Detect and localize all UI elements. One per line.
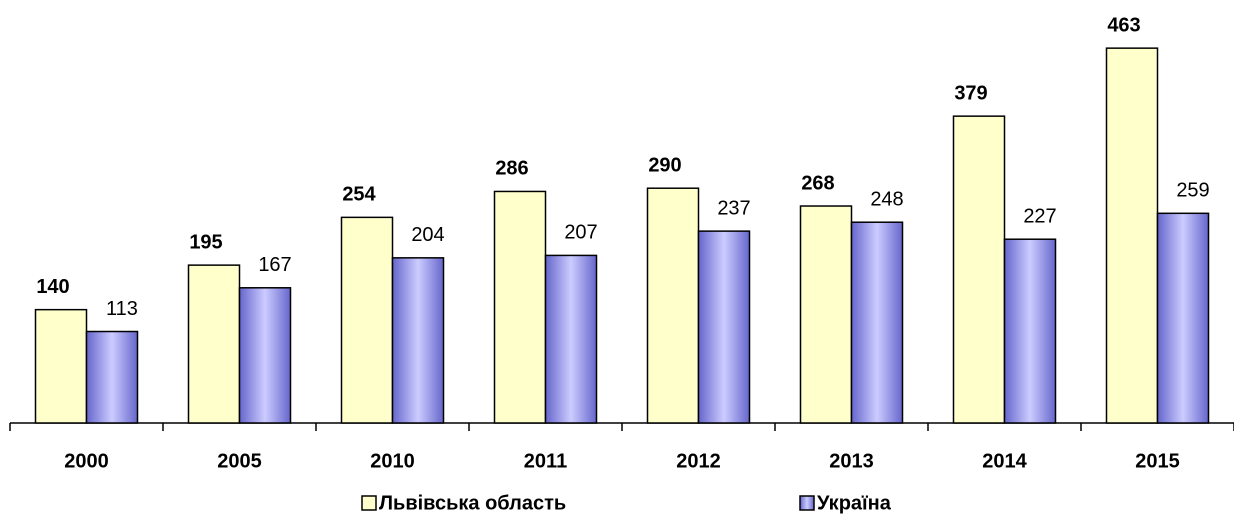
bar xyxy=(340,216,394,424)
bar xyxy=(34,308,88,424)
data-label: 379 xyxy=(954,82,987,104)
data-label: 204 xyxy=(411,224,444,246)
x-tick-label: 2005 xyxy=(217,450,262,472)
bar xyxy=(850,221,904,424)
legend-swatch xyxy=(361,495,377,511)
data-label: 286 xyxy=(495,158,528,180)
bar xyxy=(85,330,139,424)
bar xyxy=(1105,47,1159,424)
bar xyxy=(1003,238,1057,424)
x-tick-label: 2013 xyxy=(829,450,874,472)
data-label: 167 xyxy=(258,254,291,276)
x-tick-label: 2011 xyxy=(524,450,567,472)
bar xyxy=(391,257,445,424)
x-tick-label: 2015 xyxy=(1135,450,1180,472)
bar xyxy=(952,115,1006,424)
data-label: 140 xyxy=(36,276,69,298)
bar xyxy=(493,190,547,424)
x-tick-label: 2000 xyxy=(64,450,109,472)
data-label: 113 xyxy=(106,298,138,320)
data-label: 195 xyxy=(189,231,222,253)
bar xyxy=(238,287,292,424)
data-label: 259 xyxy=(1176,180,1209,202)
legend-swatch xyxy=(799,495,815,511)
data-label: 290 xyxy=(648,154,681,176)
x-tick-label: 2012 xyxy=(676,450,721,472)
x-tick-label: 2010 xyxy=(370,450,415,472)
data-label: 248 xyxy=(870,188,903,210)
bar xyxy=(544,254,598,424)
data-label: 207 xyxy=(564,222,597,244)
data-label: 268 xyxy=(801,172,834,194)
bar xyxy=(799,205,853,424)
bar xyxy=(1156,212,1210,424)
data-label: 463 xyxy=(1107,14,1140,36)
legend-label: Україна xyxy=(817,492,892,514)
x-tick-label: 2014 xyxy=(982,450,1027,472)
bar xyxy=(187,264,241,424)
data-label: 237 xyxy=(717,197,750,219)
data-label: 254 xyxy=(342,184,376,206)
data-label: 227 xyxy=(1023,205,1056,227)
bar xyxy=(646,187,700,424)
bar xyxy=(697,230,751,424)
legend-label: Львівська область xyxy=(379,492,566,514)
